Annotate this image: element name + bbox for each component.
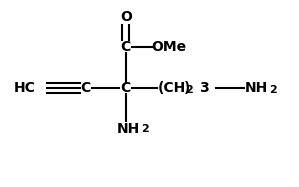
Text: 2: 2 <box>269 85 277 95</box>
Text: (CH: (CH <box>158 81 186 95</box>
Text: C: C <box>120 81 131 95</box>
Text: HC: HC <box>13 81 36 95</box>
Text: C: C <box>120 40 131 54</box>
Text: O: O <box>120 10 132 24</box>
Text: NH: NH <box>117 122 140 136</box>
Text: OMe: OMe <box>151 40 186 54</box>
Text: 2: 2 <box>185 85 193 95</box>
Text: )  3: ) 3 <box>184 81 209 95</box>
Text: C: C <box>80 81 91 95</box>
Text: NH: NH <box>245 81 268 95</box>
Text: 2: 2 <box>141 124 149 134</box>
